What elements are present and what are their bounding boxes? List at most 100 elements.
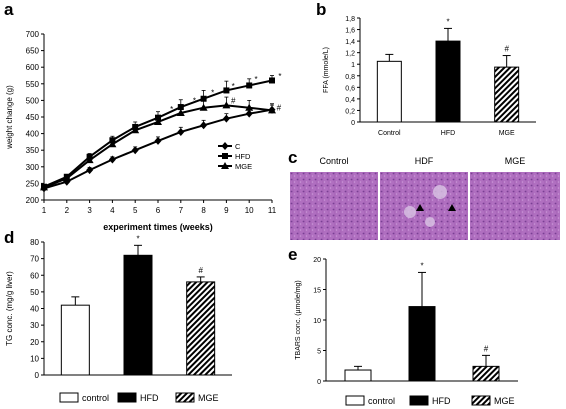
y-tick-label: 500 <box>26 96 40 105</box>
y-tick-label: 40 <box>30 305 39 314</box>
data-point-hfd <box>200 95 207 102</box>
data-point-mge <box>222 101 231 109</box>
data-point-c <box>131 146 139 155</box>
data-point-mge <box>245 103 254 111</box>
significance-marker: # <box>231 97 236 106</box>
legend-label-c: C <box>235 142 241 151</box>
bar-hfd <box>123 254 153 376</box>
data-point-c <box>154 136 162 145</box>
y-tick-label: 550 <box>26 80 40 89</box>
histology-label-hdf: HDF <box>414 156 434 166</box>
data-point-c <box>245 109 253 118</box>
lipid-droplet-marker-icon <box>416 204 424 211</box>
data-point-hfd <box>223 87 230 94</box>
ffa-chart: 0 0,2 0,4 0,6 0,8 1 1,2 1,4 1,6 1,8 FFA (mmole/L) C… <box>323 16 536 137</box>
y-tick-label: 70 <box>30 255 39 264</box>
bar-control <box>344 369 372 382</box>
histology-image-mge <box>470 172 560 240</box>
x-tick-label: 7 <box>179 206 184 215</box>
data-point-c <box>222 114 230 123</box>
legend-label-mge: MGE <box>494 396 515 406</box>
legend-label-control: control <box>82 393 109 403</box>
x-tick-label: 9 <box>224 206 229 215</box>
y-tick-label: 1,4 <box>345 39 355 46</box>
legend-swatch-control <box>345 395 365 406</box>
data-point-mge <box>268 106 276 114</box>
data-point-mge <box>176 109 185 117</box>
y-tick-label: 200 <box>26 196 40 205</box>
x-tick-label: 2 <box>65 206 70 215</box>
data-point-mge <box>108 140 117 148</box>
y-tick-label: 250 <box>26 179 40 188</box>
x-tick-label: 1 <box>42 206 47 215</box>
y-axis-label: TBARS conc. (µmole/mg) <box>295 280 302 360</box>
data-point-mge <box>85 156 94 164</box>
x-tick-label: Control <box>378 130 401 137</box>
legend-label-hfd: HFD <box>235 152 251 161</box>
y-axis-label: FFA (mmole/L) <box>323 47 330 93</box>
x-tick-label: 3 <box>87 206 92 215</box>
y-tick-label: 20 <box>313 257 321 264</box>
legend-marker-c <box>221 142 229 150</box>
panel-label-c: c <box>288 148 298 167</box>
y-tick-label: 60 <box>30 271 39 280</box>
bar-mge <box>186 281 216 376</box>
significance-marker: * <box>170 105 173 114</box>
significance-marker: * <box>278 72 281 81</box>
y-tick-label: 600 <box>26 63 40 72</box>
significance-marker: # <box>198 266 203 275</box>
significance-marker: # <box>277 103 282 112</box>
y-tick-label: 80 <box>30 238 39 247</box>
y-tick-label: 0,8 <box>345 74 355 81</box>
x-tick-label: MGE <box>499 130 515 137</box>
y-tick-label: 1,8 <box>345 16 355 23</box>
data-point-c <box>177 127 185 136</box>
legend-label-hfd: HFD <box>140 393 159 403</box>
data-point-mge <box>62 174 71 182</box>
significance-marker: * <box>254 75 257 84</box>
y-tick-label: 0 <box>35 371 40 380</box>
legend-label-hfd: HFD <box>432 396 451 406</box>
tbars-chart: 0 5 10 15 20 TBARS conc. (µmole/mg) * # control H… <box>295 257 518 406</box>
x-tick-label: 6 <box>156 206 161 215</box>
y-tick-label: 1,6 <box>345 28 355 35</box>
bar-mge <box>494 66 520 123</box>
bar-mge <box>472 365 500 382</box>
data-point-mge <box>131 126 140 134</box>
bar-control <box>376 60 402 123</box>
y-tick-label: 20 <box>30 338 39 347</box>
y-tick-label: 0 <box>351 120 355 127</box>
y-tick-label: 450 <box>26 113 40 122</box>
lipid-droplet-marker-icon <box>448 204 456 211</box>
weight-change-chart: 200 250 300 350 400 450 500 550 600 650 700 1 2 3 4 5 6 7… <box>5 30 282 232</box>
y-tick-label: 30 <box>30 321 39 330</box>
x-axis-label: experiment times (weeks) <box>103 222 213 232</box>
tg-chart: 0 10 20 30 40 50 60 70 80 TG conc. (mg/g liver) * #… <box>5 234 232 403</box>
y-tick-label: 300 <box>26 163 40 172</box>
x-tick-label: 5 <box>133 206 138 215</box>
y-tick-label: 0,6 <box>345 85 355 92</box>
y-axis-label: weight change (g) <box>5 85 14 150</box>
legend-label-control: control <box>368 396 395 406</box>
legend-marker-hfd <box>222 153 228 159</box>
y-tick-label: 10 <box>313 318 321 325</box>
significance-marker: * <box>136 234 139 243</box>
y-tick-label: 350 <box>26 146 40 155</box>
significance-marker: * <box>446 17 449 26</box>
y-tick-label: 0 <box>317 379 321 386</box>
significance-marker: # <box>504 45 509 54</box>
significance-marker: * <box>420 261 423 270</box>
bar-hfd <box>408 306 436 382</box>
x-tick-label: 8 <box>201 206 206 215</box>
x-tick-label: 10 <box>245 206 254 215</box>
y-tick-label: 700 <box>26 30 40 39</box>
data-point-hfd <box>246 82 253 89</box>
y-tick-label: 0,4 <box>345 97 355 104</box>
panel-label-a: a <box>4 0 14 19</box>
y-tick-label: 10 <box>30 354 39 363</box>
x-tick-label: 11 <box>268 206 277 215</box>
panel-label-b: b <box>316 0 327 19</box>
data-point-mge <box>199 103 208 111</box>
y-tick-label: 650 <box>26 47 40 56</box>
significance-marker: * <box>211 88 214 97</box>
